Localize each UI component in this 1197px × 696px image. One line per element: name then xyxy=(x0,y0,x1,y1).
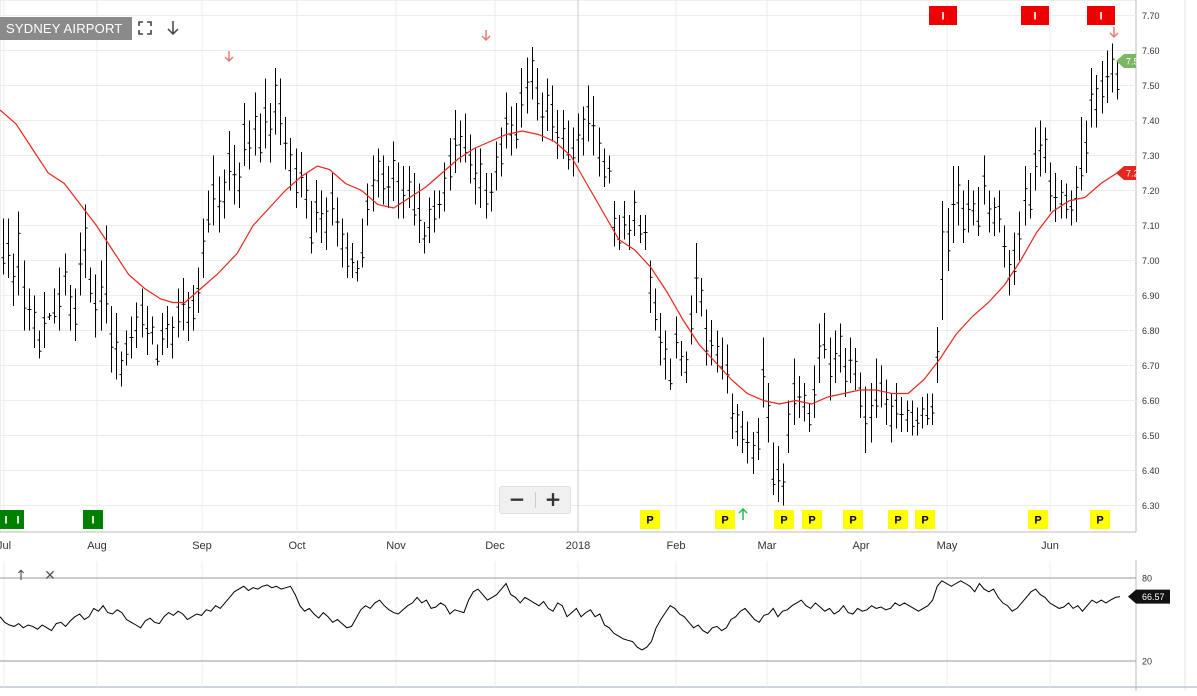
month-label: Jul xyxy=(0,540,11,552)
price-tick-label: 7.20 xyxy=(1142,186,1160,196)
month-label: May xyxy=(937,540,958,552)
signal-yellow-P-box[interactable] xyxy=(715,510,735,529)
signal-yellow-P-box[interactable] xyxy=(1028,510,1048,529)
signal-yellow-P: P xyxy=(808,515,815,527)
signal-yellow-P: P xyxy=(894,515,901,527)
signal-yellow-P-box[interactable] xyxy=(888,510,908,529)
arrow-up-icon xyxy=(738,507,748,520)
month-label: Oct xyxy=(288,540,305,552)
price-tick-label: 6.40 xyxy=(1142,466,1160,476)
signal-yellow-P: P xyxy=(849,515,856,527)
month-label: Aug xyxy=(87,540,107,552)
price-tick-label: 6.50 xyxy=(1142,431,1160,441)
signal-red-I-box[interactable] xyxy=(1087,6,1115,25)
close-indicator-icon[interactable]: ✕ xyxy=(44,568,56,584)
price-tick-label: 7.60 xyxy=(1142,46,1160,56)
signal-yellow-P-box[interactable] xyxy=(802,510,822,529)
signal-green-I-box[interactable] xyxy=(83,510,103,529)
zoom-out-button[interactable]: − xyxy=(508,487,526,511)
price-tick-label: 7.50 xyxy=(1142,81,1160,91)
main-plot-frame xyxy=(0,0,1137,533)
month-label: Sep xyxy=(192,540,212,552)
month-label: Mar xyxy=(758,540,777,552)
signal-yellow-P: P xyxy=(780,515,787,527)
zoom-separator xyxy=(535,492,536,508)
signal-yellow-P: P xyxy=(646,515,653,527)
signal-green-I-box[interactable] xyxy=(0,510,12,529)
moving-average-line xyxy=(0,109,1118,405)
arrow-down-icon xyxy=(481,30,491,42)
arrow-down-icon xyxy=(1109,27,1119,39)
price-tick-label: 6.90 xyxy=(1142,291,1160,301)
signal-green-I: I xyxy=(91,515,94,527)
signal-green-I: I xyxy=(4,515,7,527)
price-tick-label: 7.10 xyxy=(1142,221,1160,231)
signal-yellow-P-box[interactable] xyxy=(843,510,863,529)
price-tick-label: 6.60 xyxy=(1142,396,1160,406)
symbol-title: SYDNEY AIRPORT xyxy=(0,17,133,40)
signal-yellow-P: P xyxy=(1096,515,1103,527)
signal-yellow-P: P xyxy=(1034,515,1041,527)
ma-value-tag-shape xyxy=(1116,166,1136,180)
month-label: 2018 xyxy=(566,540,590,552)
signal-yellow-P-box[interactable] xyxy=(1090,510,1110,529)
oscillator-line xyxy=(0,580,1121,651)
arrow-down-icon xyxy=(224,51,234,63)
arrow-down-icon[interactable] xyxy=(164,18,182,38)
price-tick-label: 7.00 xyxy=(1142,256,1160,266)
price-tick-label: 6.70 xyxy=(1142,361,1160,371)
signal-red-I-box[interactable] xyxy=(929,6,957,25)
signal-yellow-P-box[interactable] xyxy=(774,510,794,529)
osc-value-tag-shape xyxy=(1128,589,1170,604)
price-tick-label: 6.80 xyxy=(1142,326,1160,336)
expand-icon[interactable] xyxy=(136,18,154,38)
signal-yellow-P-box[interactable] xyxy=(915,510,935,529)
month-label: Nov xyxy=(386,540,406,552)
ma-value-tag: 7.25 xyxy=(1126,169,1144,179)
signal-yellow-P: P xyxy=(721,515,728,527)
signal-red-I: I xyxy=(1033,11,1036,23)
signal-red-I-box[interactable] xyxy=(1021,6,1049,25)
osc-tick-label: 20 xyxy=(1142,657,1152,667)
month-label: Jun xyxy=(1041,540,1059,552)
osc-tick-label: 80 xyxy=(1142,574,1152,584)
price-tick-label: 6.30 xyxy=(1142,501,1160,511)
month-label: Feb xyxy=(667,540,686,552)
price-tick-label: 7.30 xyxy=(1142,151,1160,161)
month-label: Dec xyxy=(485,540,505,552)
zoom-in-button[interactable]: + xyxy=(544,487,562,511)
signal-green-I-box[interactable] xyxy=(12,510,24,529)
month-label: Apr xyxy=(852,540,869,552)
move-up-icon[interactable]: ↑ xyxy=(15,568,27,584)
signal-yellow-P: P xyxy=(921,515,928,527)
signal-red-I: I xyxy=(941,11,944,23)
price-tick-label: 7.70 xyxy=(1142,11,1160,21)
signal-yellow-P-box[interactable] xyxy=(640,510,660,529)
signal-green-I: I xyxy=(16,515,19,527)
osc-value-tag: 66.57 xyxy=(1142,592,1165,602)
last-price-tag: 7.57 xyxy=(1126,57,1144,67)
price-tick-label: 7.40 xyxy=(1142,116,1160,126)
last-price-tag-shape xyxy=(1116,54,1136,68)
signal-red-I: I xyxy=(1099,11,1102,23)
zoom-controls: − + xyxy=(499,486,571,514)
